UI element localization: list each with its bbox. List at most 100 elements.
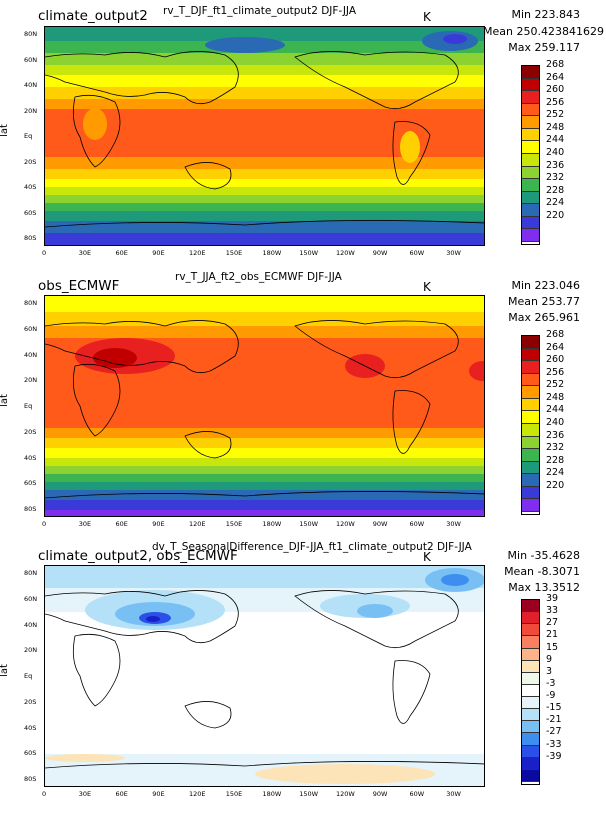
panel-title: climate_output2, obs_ECMWF (38, 548, 238, 564)
lat-tick-label: Eq (24, 672, 33, 680)
colorbar-label: 228 (546, 184, 565, 196)
colorbar-swatch (522, 600, 539, 613)
colorbar-swatch (522, 660, 539, 673)
units-label: K (423, 550, 431, 564)
lon-tick-label: 150E (225, 520, 243, 528)
lon-tick-label: 60W (409, 249, 425, 257)
units-label: K (423, 280, 431, 294)
colorbar-label: -21 (546, 714, 562, 726)
colorbar-swatch (522, 128, 539, 142)
colorbar-swatch (522, 721, 539, 734)
colorbar-label: 27 (546, 617, 559, 629)
colorbar-swatch (522, 423, 539, 437)
map-field (45, 296, 484, 516)
lat-tick-label: 80S (24, 234, 37, 242)
lon-tick-label: 120E (189, 790, 206, 798)
lat-tick-label: 20S (24, 157, 37, 166)
colorbar-label: 264 (546, 341, 565, 353)
lon-tick-label: 60W (409, 790, 425, 798)
map-plot (44, 26, 485, 246)
panel-title: obs_ECMWF (38, 278, 120, 294)
colorbar-swatch (522, 116, 539, 129)
lon-tick-label: 30W (446, 520, 461, 528)
lon-tick-label: 90E (152, 790, 165, 798)
colorbar-label: 232 (546, 172, 565, 184)
colorbar-swatch (522, 229, 539, 242)
lat-tick-label: 60S (24, 479, 37, 488)
colorbar-swatch (522, 745, 539, 758)
stat-min: Min 223.843 (511, 8, 580, 21)
colorbar (521, 65, 540, 245)
colorbar-label: 224 (546, 467, 565, 479)
lon-tick-label: 60E (115, 520, 128, 528)
lat-tick-label: 80N (24, 299, 38, 307)
colorbar-swatch (522, 709, 539, 722)
colorbar-swatch (522, 449, 539, 462)
lon-tick-label: 150E (225, 790, 243, 798)
colorbar-swatch (522, 636, 539, 649)
lat-tick-label: 60N (24, 324, 38, 333)
panel-climate-output2: climate_output2 rv_T_DJF_ft1_climate_out… (0, 0, 606, 270)
lon-tick-label: 30E (78, 520, 92, 528)
colorbar-label: 252 (546, 379, 565, 391)
colorbar-label: 33 (546, 605, 559, 617)
colorbar-swatch (522, 361, 539, 374)
colorbar-label: 260 (546, 354, 565, 366)
lat-tick-label: 20S (24, 427, 37, 436)
colorbar (521, 335, 540, 515)
lat-tick-label: 20N (24, 646, 38, 655)
colorbar-swatch (522, 348, 539, 362)
lat-tick-label: 20N (24, 106, 38, 115)
colorbar-label: -9 (546, 690, 556, 702)
lon-tick-label: 30W (446, 790, 461, 798)
lon-tick-label: 0 (42, 249, 47, 257)
panel-title: climate_output2 (38, 8, 148, 24)
colorbar-label: 9 (546, 653, 553, 665)
lat-tick-label: 40S (24, 723, 37, 732)
lon-tick-label: 90W (372, 520, 388, 528)
colorbar-label: 256 (546, 96, 565, 108)
colorbar-label: 248 (546, 121, 565, 133)
stat-max: Max 259.117 (508, 41, 580, 54)
colorbar-swatch (522, 141, 539, 154)
colorbar-label: 240 (546, 147, 565, 158)
lat-tick-label: 60N (24, 594, 38, 603)
colorbar-swatch (522, 204, 539, 217)
colorbar (521, 599, 540, 785)
colorbar-swatch (522, 624, 539, 637)
colorbar-label: 39 (546, 593, 559, 604)
stat-mean: Mean 253.77 (508, 295, 580, 308)
lon-tick-label: 30E (78, 790, 92, 798)
lat-tick-label: 40S (24, 453, 37, 462)
colorbar-swatch (522, 612, 539, 625)
colorbar-swatch (522, 373, 539, 387)
lat-tick-label: 20S (24, 697, 37, 706)
colorbar-label: 15 (546, 641, 559, 653)
colorbar-swatch (522, 91, 539, 104)
colorbar-swatch (522, 757, 539, 770)
colorbar-label: 220 (546, 209, 565, 221)
lat-tick-label: Eq (24, 132, 33, 140)
stat-mean: Mean -8.3071 (504, 565, 580, 578)
lat-tick-label: 20N (24, 376, 38, 385)
lon-tick-label: 180W (262, 249, 282, 257)
lon-tick-label: 90W (372, 790, 388, 798)
colorbar-swatch (522, 411, 539, 424)
lon-tick-label: 90W (372, 249, 388, 257)
stat-max: Max 13.3512 (508, 581, 580, 594)
colorbar-label: -15 (546, 702, 562, 714)
lon-tick-label: 90E (152, 249, 165, 257)
lon-tick-label: 120W (336, 249, 355, 257)
colorbar-label: 236 (546, 159, 565, 171)
lon-tick-label: 30W (446, 249, 461, 257)
lon-tick-label: 30E (78, 249, 92, 257)
stat-max: Max 265.961 (508, 311, 580, 324)
colorbar-swatch (522, 103, 539, 117)
colorbar-swatch (522, 179, 539, 192)
lon-tick-label: 0 (42, 520, 47, 528)
lat-tick-label: Eq (24, 402, 33, 410)
colorbar-swatch (522, 769, 539, 782)
colorbar-swatch (522, 386, 539, 399)
y-axis-label: lat (0, 394, 10, 407)
colorbar-swatch (522, 697, 539, 710)
